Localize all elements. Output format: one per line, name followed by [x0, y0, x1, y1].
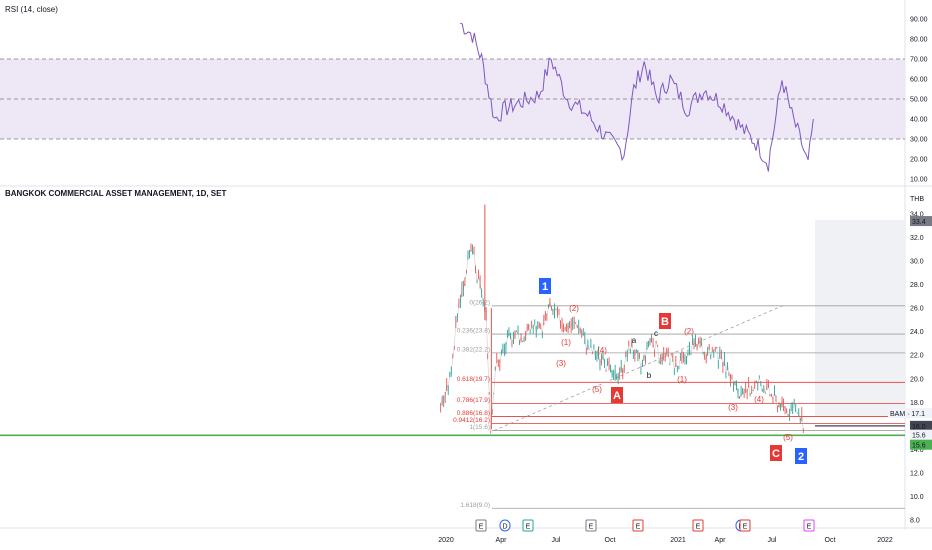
price-tag-bg — [888, 407, 932, 418]
fib-level-label: 0(26.2) — [469, 299, 490, 306]
price-tag: 33.4 — [912, 219, 926, 226]
rsi-axis-tick: 70.00 — [910, 57, 928, 64]
rsi-axis-tick: 90.00 — [910, 17, 928, 24]
time-axis-tick: Apr — [715, 537, 727, 544]
fib-level-label: 0.886(16.8) — [457, 410, 490, 417]
fib-level-label: 0.618(19.7) — [457, 376, 490, 383]
time-axis-tick: Jul — [552, 537, 561, 544]
wave-label: a — [632, 336, 637, 345]
fib-level-label: 1.618(9.0) — [460, 502, 490, 509]
wave-degree-box — [611, 387, 623, 403]
price-axis-tick: 20.0 — [910, 376, 924, 383]
projection-box — [815, 220, 905, 416]
price-tag-bg — [910, 439, 932, 450]
price-axis-tick: 18.0 — [910, 400, 924, 407]
wave-degree-label: C — [772, 448, 780, 460]
rsi-line — [460, 22, 814, 172]
time-axis-tick: 2020 — [438, 537, 454, 544]
wave-degree-box — [539, 278, 551, 294]
event-marker — [632, 519, 644, 532]
price-axis-tick: 26.0 — [910, 306, 924, 313]
price-axis-tick: 12.0 — [910, 470, 924, 477]
price-tag: 16.0 — [912, 424, 926, 431]
time-axis-tick: 2021 — [670, 537, 686, 544]
event-marker-letter: E — [589, 524, 594, 531]
wave-degree-label: B — [661, 316, 669, 328]
rsi-axis-tick: 40.00 — [910, 117, 928, 124]
price-tag-bg — [910, 216, 932, 227]
wave-label: c — [654, 329, 658, 338]
event-marker-letter: D — [502, 524, 507, 531]
wave-label: (3) — [728, 403, 738, 412]
event-marker — [475, 519, 487, 532]
rsi-axis-tick: 60.00 — [910, 77, 928, 84]
time-axis-tick: Apr — [496, 537, 508, 544]
time-axis-tick: Oct — [605, 537, 616, 544]
event-marker-letter: E — [743, 524, 748, 531]
event-marker — [585, 519, 597, 532]
currency-label: THB — [910, 196, 924, 203]
event-marker-letter: E — [807, 524, 812, 531]
rsi-pane-title: RSI (14, close) — [5, 5, 58, 14]
price-tag: 15.6 — [912, 433, 926, 440]
wave-label: (2) — [569, 304, 579, 313]
wave-label: (4) — [754, 395, 764, 404]
wave-label: (4) — [597, 346, 607, 355]
fib-level-label: 0.9412(16.2) — [453, 417, 490, 424]
rsi-axis-tick: 50.00 — [910, 97, 928, 104]
wave-degree-label: A — [613, 390, 621, 402]
wave-label: (5) — [592, 385, 602, 394]
price-tag-bg — [910, 420, 932, 431]
event-marker — [692, 519, 704, 532]
event-marker — [522, 519, 534, 532]
fib-level-label: 1(15.6) — [469, 424, 490, 431]
price-axis-tick: 28.0 — [910, 282, 924, 289]
price-tag: 15.6 — [912, 443, 926, 450]
price-axis-tick: 22.0 — [910, 353, 924, 360]
event-marker-letter: E — [636, 524, 641, 531]
event-marker-letter: E — [479, 524, 484, 531]
time-axis-tick: Oct — [825, 537, 836, 544]
event-marker — [803, 519, 815, 532]
symbol-title: BANGKOK COMMERCIAL ASSET MANAGEMENT, 1D,… — [5, 189, 227, 198]
fib-level-label: 0.786(17.9) — [457, 397, 490, 404]
price-axis-tick: 34.0 — [910, 212, 924, 219]
wave-label: b — [647, 371, 652, 380]
rsi-axis-tick: 10.00 — [910, 177, 928, 184]
fib-level-label: 0.382(22.2) — [457, 346, 490, 353]
event-marker — [739, 519, 751, 532]
price-axis-tick: 24.0 — [910, 329, 924, 336]
wave-degree-box — [770, 445, 782, 461]
price-tag-bg — [910, 429, 932, 440]
wave-degree-label: 1 — [542, 281, 548, 293]
rsi-axis-tick: 20.00 — [910, 157, 928, 164]
wave-degree-box — [795, 448, 807, 464]
trend-line — [493, 304, 786, 431]
wave-label: (2) — [684, 327, 694, 336]
wave-label: (1) — [677, 375, 687, 384]
wave-degree-label: 2 — [798, 451, 804, 463]
wave-label: (3) — [556, 359, 566, 368]
price-axis-tick: 14.0 — [910, 447, 924, 454]
time-axis-tick: 2022 — [877, 537, 893, 544]
price-axis-tick: 32.0 — [910, 235, 924, 242]
price-axis-tick: 30.0 — [910, 259, 924, 266]
event-marker-letter: E — [526, 524, 531, 531]
price-axis-tick: 8.0 — [910, 518, 920, 525]
fib-level-label: 0.236(23.8) — [457, 328, 490, 335]
rsi-axis-tick: 80.00 — [910, 37, 928, 44]
price-path — [440, 249, 804, 432]
event-marker — [499, 519, 511, 532]
time-axis-tick: Jul — [768, 537, 777, 544]
price-axis-tick: 10.0 — [910, 494, 924, 501]
price-tag: BAM · 17.1 — [890, 411, 925, 418]
wave-degree-box — [659, 313, 671, 329]
rsi-axis-tick: 30.00 — [910, 137, 928, 144]
wave-label: (5) — [783, 433, 793, 442]
event-marker-letter: E — [696, 524, 701, 531]
wave-label: (1) — [561, 338, 571, 347]
